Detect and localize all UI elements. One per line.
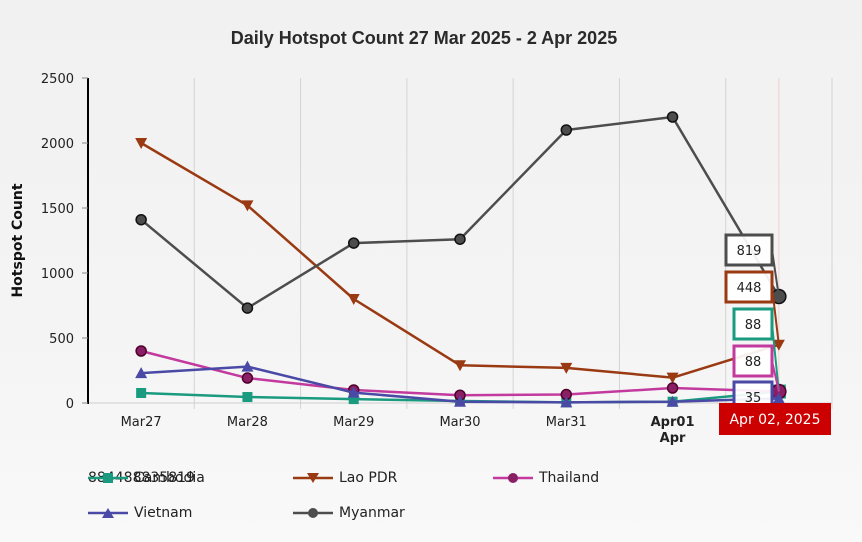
tooltip-date-label: Apr 02, 2025 (719, 403, 831, 435)
data-point (241, 200, 254, 212)
data-point (347, 294, 360, 305)
x-tick-label: Mar30 (439, 415, 480, 430)
data-point (454, 233, 466, 245)
data-point (666, 372, 679, 384)
tooltip-box-lao-pdr: 448 (724, 270, 780, 345)
legend-label: Vietnam (134, 505, 193, 521)
tooltip-connector (771, 249, 780, 297)
data-point (241, 372, 254, 384)
tooltip-value: 35 (745, 391, 762, 406)
tooltip-connector (771, 360, 780, 392)
tooltip-box (732, 307, 774, 341)
legend-label: Myanmar (339, 505, 405, 521)
data-point (666, 395, 679, 407)
legend-marker (307, 473, 319, 483)
y-tick-label: 1500 (41, 202, 74, 217)
series-line (140, 141, 780, 379)
data-point (454, 360, 466, 372)
legend-label: Thailand (539, 470, 600, 486)
legend-label: Cambodia (134, 470, 205, 486)
tooltip-box (724, 233, 774, 267)
x-tick-label: Apr (660, 431, 686, 446)
legend-marker (308, 508, 318, 518)
data-point (348, 394, 359, 405)
tooltip-connector (771, 323, 780, 392)
series-vietnam (135, 360, 785, 408)
legend-value: 819 (168, 470, 195, 486)
tooltip-value: 88 (745, 318, 762, 333)
tooltip-value: 88 (745, 355, 762, 370)
data-point (135, 367, 148, 379)
tooltip-connector (771, 286, 780, 345)
legend-value: 35 (150, 470, 169, 486)
data-point (560, 124, 573, 136)
legend-swatch (88, 473, 128, 483)
data-point (347, 237, 360, 249)
data-point (135, 345, 147, 357)
legend-marker (102, 508, 114, 518)
legend: Cambodia 88 Lao PDR 448 Thailand 88 Vietnam 35 M… (88, 470, 599, 521)
data-point (242, 392, 253, 403)
legend-marker (103, 473, 113, 483)
x-tick-label: Mar29 (333, 415, 374, 430)
x-tick-label: Apr01 (651, 415, 695, 430)
y-tick-label: 0 (66, 397, 74, 412)
legend-value: 88 (132, 470, 151, 486)
tooltip-box (732, 344, 774, 378)
tooltip-box-thailand: 88 (732, 344, 780, 392)
x-tick-label: Mar28 (227, 415, 268, 430)
tooltip-value: 448 (737, 281, 762, 296)
y-tick-label: 2500 (41, 72, 74, 87)
y-tick-label: 500 (49, 332, 74, 347)
legend-item-cambodia[interactable]: Cambodia (88, 470, 205, 486)
series-myanmar (135, 111, 787, 314)
x-tick-label: Mar27 (121, 415, 162, 430)
tooltip-connector (771, 396, 780, 400)
y-axis-title: Hotspot Count (10, 183, 26, 297)
data-point (666, 111, 679, 123)
data-point (241, 302, 254, 314)
chart-title: Daily Hotspot Count 27 Mar 2025 - 2 Apr … (230, 28, 618, 48)
series-line (140, 115, 780, 310)
legend-item-vietnam[interactable]: Vietnam (88, 505, 192, 521)
data-point (347, 386, 360, 398)
date-label-text: Apr 02, 2025 (729, 412, 820, 428)
legend-item-lao-pdr[interactable]: Lao PDR (293, 470, 397, 486)
data-point (135, 213, 147, 226)
data-point (136, 387, 147, 398)
legend-label: Lao PDR (339, 470, 398, 486)
grid-lines (193, 78, 833, 409)
data-point (666, 382, 679, 394)
data-point (560, 396, 573, 408)
legend-marker (508, 473, 518, 483)
legend-swatch (493, 473, 533, 483)
tooltip-box-cambodia: 88 (732, 307, 780, 392)
legend-swatch (293, 508, 333, 518)
tooltip-box-myanmar: 819 (724, 233, 780, 297)
data-point (772, 339, 785, 351)
legend-swatch (293, 473, 333, 483)
data-point (135, 138, 148, 149)
date-label-background (719, 403, 831, 435)
series-layer (135, 111, 787, 408)
series-lao-pdr (135, 138, 785, 384)
x-tick-label: Mar31 (546, 415, 587, 430)
tooltip: 819 448 88 88 35 Apr 02, 2025 (719, 233, 831, 435)
legend-swatch (88, 508, 128, 518)
data-point (560, 362, 573, 374)
y-tick-label: 1000 (41, 267, 74, 282)
y-tick-label: 2000 (41, 137, 74, 152)
legend-item-thailand[interactable]: Thailand (493, 470, 599, 486)
tooltip-value: 819 (737, 244, 762, 259)
data-point (454, 395, 466, 407)
legend-item-myanmar[interactable]: Myanmar (293, 505, 405, 521)
data-point (241, 360, 254, 372)
